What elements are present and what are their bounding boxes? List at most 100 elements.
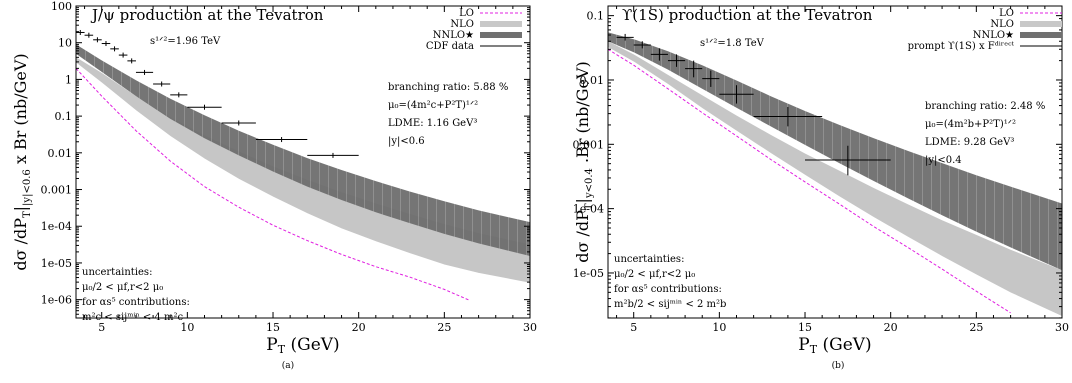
plot-frame	[607, 5, 1063, 319]
data-point-7	[135, 69, 154, 75]
data-point-3	[667, 54, 686, 67]
panel-caption: (b)	[832, 360, 845, 371]
nlo-lower-edge	[76, 62, 530, 284]
data-point-3	[101, 41, 111, 47]
legend-label: CDF data	[426, 41, 474, 52]
legend-label: prompt ϒ(1S) x Fᵈⁱʳᵉᶜᵗ	[908, 41, 1015, 52]
y-tick-label: 10	[58, 37, 72, 50]
y-tick-label: 1e-05	[41, 257, 72, 270]
data-point-1	[633, 41, 651, 49]
y-axis-label: dσ /dPT|y<0.4 .Br (nb/GeV)	[573, 61, 595, 263]
x-tick-label: 15	[266, 321, 280, 334]
annotation-right-0: branching ratio: 2.48 %	[925, 101, 1045, 112]
x-tick-label: 20	[884, 321, 898, 334]
nlo-band	[608, 41, 1062, 317]
panel-caption: (a)	[282, 360, 294, 371]
y-tick-label: 1e-04	[41, 220, 72, 233]
data-point-6	[127, 58, 136, 64]
y-tick-label: 0.1	[587, 10, 605, 23]
data-point-5	[702, 70, 720, 87]
data-point-10	[187, 104, 222, 110]
nlo-band	[76, 57, 530, 284]
y-tick-label: 0.001	[573, 138, 605, 151]
data-point-0	[616, 33, 634, 41]
chart-panel-b: 5 10 15 20 25 30 0.1 0.01 0.001 1e-04 1e-05 ϒ(1S) p…	[573, 5, 1069, 371]
x-tick-label: 30	[1055, 321, 1069, 334]
legend-entry-3: CDF data	[426, 41, 522, 52]
annotation-right-0: branching ratio: 5.88 %	[388, 82, 508, 93]
legend-entry-0: LO	[459, 8, 522, 19]
legend-entry-1: NLO	[990, 19, 1062, 30]
data-point-8	[153, 81, 171, 87]
legend-label: NNLO★	[433, 30, 474, 41]
data-point-0	[76, 29, 85, 35]
y-tick-label: 1e-05	[573, 267, 604, 280]
x-axis-label: PT (GeV)	[798, 335, 871, 356]
y-tick-label: 0.001	[41, 184, 73, 197]
annotation-right-3: |y|<0.4	[925, 155, 962, 166]
legend-label: NLO	[450, 19, 474, 30]
data-point-2	[650, 48, 668, 61]
legend-swatch	[1020, 21, 1062, 27]
data-point-11	[221, 120, 256, 126]
legend-label: NLO	[990, 19, 1014, 30]
annotation-left-3: m²b/2 < sijᵐⁱⁿ < 2 m²b	[614, 299, 726, 310]
data-point-6	[719, 85, 754, 104]
legend-entry-3: prompt ϒ(1S) x Fᵈⁱʳᵉᶜᵗ	[908, 41, 1062, 52]
nnlo-band	[608, 32, 1062, 271]
x-tick-label: 10	[712, 321, 726, 334]
annotation-right-3: |y|<0.6	[388, 136, 425, 147]
data-point-13	[307, 152, 359, 158]
x-tick-label: 25	[437, 321, 451, 334]
x-tick-label: 5	[98, 321, 105, 334]
legend-swatch	[480, 32, 522, 38]
annotation-left-0: uncertainties:	[614, 254, 684, 265]
legend-label: NNLO★	[973, 30, 1014, 41]
x-axis-label: PT (GeV)	[266, 335, 339, 356]
data-point-8	[805, 145, 891, 176]
legend-entry-0: LO	[999, 8, 1062, 19]
energy-label: s¹ᐟ²=1.96 TeV	[150, 36, 221, 47]
data-point-7	[753, 107, 823, 127]
x-tick-label: 25	[969, 321, 983, 334]
data-point-9	[170, 92, 188, 98]
nlo-lower-edge	[608, 47, 1062, 318]
data-point-12	[255, 137, 308, 143]
nnlo-band	[76, 44, 530, 257]
energy-label: s¹ᐟ²=1.8 TeV	[700, 38, 765, 49]
y-tick-label: 0.01	[48, 147, 73, 160]
annotation-left-2: for αs⁵ contributions:	[614, 284, 722, 295]
y-tick-label: 1e-04	[573, 203, 604, 216]
annotation-right-2: LDME: 9.28 GeV³	[925, 137, 1014, 148]
legend-entry-1: NLO	[450, 19, 522, 30]
data-point-5	[118, 52, 128, 58]
lo-line	[608, 48, 1011, 314]
data-point-4	[685, 60, 703, 78]
x-tick-label: 5	[630, 321, 637, 334]
plot-frame	[75, 5, 531, 319]
legend-swatch	[1020, 32, 1062, 38]
y-axis-label: dσ /dPT||y|<0.6 x Br (nb/GeV)	[11, 53, 33, 270]
x-tick-label: 20	[352, 321, 366, 334]
x-tick-label: 30	[523, 321, 537, 334]
y-tick-label: 0.1	[55, 110, 73, 123]
plot-area	[608, 32, 1062, 318]
data-point-4	[110, 46, 119, 52]
annotation-left-1: μ₀/2 < μf,r<2 μ₀	[82, 282, 163, 293]
annotation-left-0: uncertainties:	[82, 267, 152, 278]
y-tick-label: 100	[51, 0, 72, 13]
y-tick-label: 1e-06	[41, 294, 72, 307]
data-point-2	[93, 37, 102, 43]
annotation-right-2: LDME: 1.16 GeV³	[388, 118, 477, 129]
x-tick-label: 10	[180, 321, 194, 334]
legend-label: LO	[999, 8, 1014, 19]
y-tick-label: 0.01	[580, 74, 605, 87]
annotation-left-1: μ₀/2 < μf,r<2 μ₀	[614, 269, 695, 280]
chart-title: J/ψ production at the Tevatron	[90, 6, 324, 24]
legend-entry-2: NNLO★	[973, 30, 1062, 41]
plot-area	[76, 29, 530, 301]
data-point-1	[84, 32, 94, 38]
annotation-right-1: μ₀=(4m²b+P²T)¹ᐟ²	[925, 119, 1016, 130]
legend-entry-2: NNLO★	[433, 30, 522, 41]
